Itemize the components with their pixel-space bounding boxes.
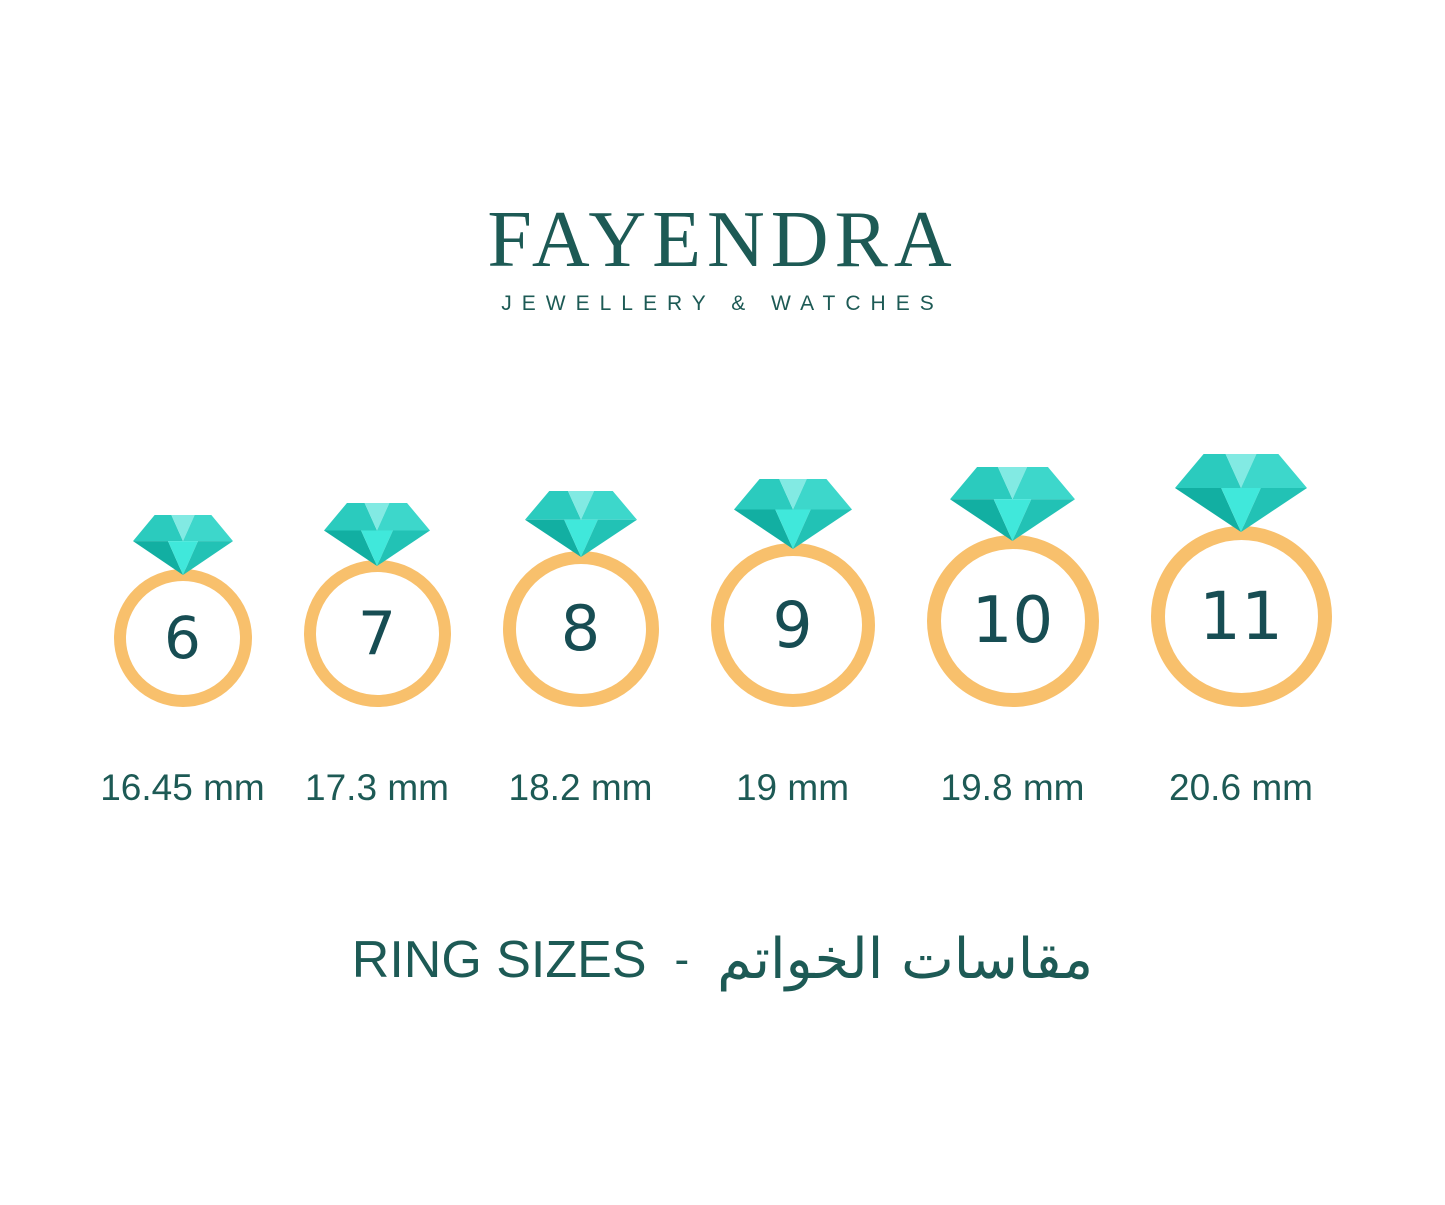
diameter-label: 19.8 mm (940, 767, 1085, 808)
diameter-label: 17.3 mm (305, 767, 449, 808)
ring-band: 7 (303, 560, 451, 707)
ring-column-size-11: 11 20.6 mm (1137, 454, 1346, 809)
ring-column-size-9: 9 19 mm (697, 479, 889, 809)
ring-column-size-7: 7 17.3 mm (290, 503, 465, 809)
ring-column-size-10: 10 19.8 mm (913, 467, 1113, 809)
ring-size-number: 7 (357, 598, 397, 669)
brand-name: FAYENDRA (487, 196, 958, 284)
ring-band: 10 (926, 535, 1099, 707)
ring-band: 6 (113, 569, 252, 707)
caption-arabic: مقاسات الخواتم (717, 927, 1094, 992)
ring-column-size-6: 6 16.45 mm (100, 515, 266, 809)
ring-size-number: 11 (1199, 577, 1283, 655)
caption-separator: - (674, 934, 690, 984)
brand-logo: FAYENDRA JEWELLERY & WATCHES (0, 0, 1445, 316)
caption-english: RING SIZES (351, 930, 647, 989)
diamond-icon (733, 479, 852, 549)
width-indicator-icon (509, 725, 652, 757)
ring-size-number: 10 (971, 584, 1054, 658)
diamond-icon (324, 503, 430, 566)
diameter-label: 20.6 mm (1169, 767, 1313, 808)
ring-size-number: 6 (164, 604, 201, 672)
width-indicator-icon (1158, 725, 1324, 757)
ring-band: 11 (1150, 526, 1332, 707)
width-indicator-icon (310, 725, 444, 757)
diamond-icon (132, 515, 233, 575)
ring-column-size-8: 8 18.2 mm (489, 491, 673, 809)
ring-size-number: 8 (560, 592, 601, 665)
diamond-icon (1175, 454, 1307, 532)
width-indicator-icon (934, 725, 1091, 757)
width-indicator-icon (120, 725, 245, 757)
width-indicator-icon (718, 725, 867, 757)
diameter-label: 18.2 mm (508, 767, 653, 808)
rings-row: 6 16.45 mm 7 17.3 mm 8 18.2 mm 9 (0, 454, 1445, 809)
ring-band: 9 (710, 543, 875, 707)
diamond-icon (950, 467, 1075, 541)
diameter-label: 16.45 mm (100, 767, 265, 808)
chart-caption: RING SIZES - مقاسات الخواتم (0, 927, 1445, 992)
diameter-label: 19 mm (735, 767, 850, 808)
ring-size-number: 9 (772, 588, 813, 662)
brand-tagline: JEWELLERY & WATCHES (501, 292, 944, 315)
ring-band: 8 (502, 551, 659, 707)
diamond-icon (524, 491, 637, 557)
